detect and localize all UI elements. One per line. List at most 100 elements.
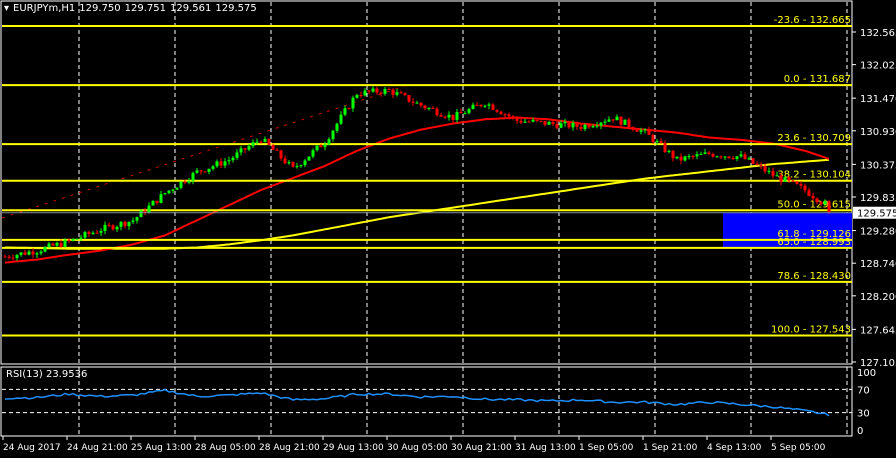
candle-body bbox=[367, 90, 371, 92]
candle-body bbox=[559, 123, 563, 128]
candle bbox=[283, 155, 287, 165]
fib-level-label: -23.6 - 132.665 bbox=[774, 15, 851, 26]
candle bbox=[215, 159, 219, 168]
candle-body bbox=[411, 101, 415, 103]
candle-body bbox=[235, 152, 239, 158]
candle bbox=[771, 167, 775, 179]
candle bbox=[543, 120, 547, 127]
candle bbox=[475, 102, 479, 106]
candle bbox=[631, 126, 635, 132]
candle bbox=[455, 108, 459, 123]
candle bbox=[119, 220, 123, 231]
time-tick-label: 5 Sep 05:00 bbox=[771, 443, 826, 453]
candle bbox=[599, 121, 603, 130]
fib-level-label: 0.0 - 131.687 bbox=[784, 74, 851, 85]
candle bbox=[803, 183, 807, 193]
candle-body bbox=[103, 224, 107, 232]
candle bbox=[595, 122, 599, 129]
candle bbox=[407, 94, 411, 103]
candle-body bbox=[623, 119, 627, 125]
candle bbox=[647, 126, 651, 135]
candle bbox=[659, 137, 663, 144]
candle bbox=[351, 95, 355, 112]
candle bbox=[75, 238, 79, 240]
dropdown-triangle-icon[interactable]: ▾ bbox=[4, 3, 10, 14]
candle bbox=[559, 120, 563, 129]
candle bbox=[3, 254, 7, 258]
candle-body bbox=[495, 109, 499, 112]
candle bbox=[531, 117, 535, 123]
candle bbox=[171, 188, 175, 194]
fib-level-label: 50.0 - 129.615 bbox=[777, 199, 851, 210]
candle-body bbox=[687, 156, 691, 158]
candle bbox=[243, 148, 247, 154]
candle-body bbox=[275, 149, 279, 151]
candle bbox=[391, 88, 395, 99]
candle-body bbox=[467, 109, 471, 114]
candle-body bbox=[299, 165, 303, 167]
candle bbox=[547, 120, 551, 125]
candle bbox=[79, 235, 83, 242]
rsi-tick-label: 100 bbox=[857, 368, 876, 379]
candle-body bbox=[219, 161, 223, 166]
candle-body bbox=[419, 102, 423, 106]
candle bbox=[127, 221, 131, 230]
price-tick-label: 130.375 bbox=[860, 160, 896, 171]
candle bbox=[183, 179, 187, 185]
candle bbox=[179, 181, 183, 190]
candle bbox=[607, 116, 611, 123]
time-tick-label: 28 Aug 05:00 bbox=[195, 443, 256, 453]
candle-body bbox=[639, 130, 643, 132]
candle-body bbox=[91, 232, 95, 234]
candle-body bbox=[627, 119, 631, 128]
candle bbox=[143, 208, 147, 216]
candle-body bbox=[735, 156, 739, 159]
candle-body bbox=[351, 97, 355, 109]
candle-body bbox=[27, 251, 31, 255]
time-tick-label: 31 Aug 13:00 bbox=[515, 443, 576, 453]
candle-body bbox=[327, 139, 331, 145]
fib-level-label: 61.8 - 129.126 bbox=[777, 229, 851, 240]
candle bbox=[131, 217, 135, 224]
candle bbox=[739, 150, 743, 158]
candle-body bbox=[7, 256, 11, 258]
candle-body bbox=[39, 251, 43, 254]
candle-body bbox=[755, 163, 759, 165]
candle-body bbox=[191, 172, 195, 181]
time-tick-label: 1 Sep 05:00 bbox=[579, 443, 634, 453]
candle-body bbox=[307, 156, 311, 161]
candle bbox=[279, 149, 283, 161]
candle-body bbox=[403, 93, 407, 96]
candle-body bbox=[311, 150, 315, 157]
candle-body bbox=[47, 243, 51, 247]
candle-body bbox=[535, 120, 539, 122]
candle bbox=[795, 180, 799, 185]
candle bbox=[35, 251, 39, 258]
candle bbox=[763, 163, 767, 174]
candle bbox=[167, 190, 171, 195]
candle bbox=[575, 121, 579, 130]
candle-body bbox=[459, 112, 463, 114]
candle-body bbox=[163, 193, 167, 195]
candle-body bbox=[575, 122, 579, 127]
candle-body bbox=[567, 121, 571, 128]
candle bbox=[479, 104, 483, 108]
candle-body bbox=[95, 232, 99, 234]
candle-body bbox=[239, 148, 243, 153]
candle bbox=[687, 154, 691, 160]
candle bbox=[483, 104, 487, 108]
candle bbox=[71, 238, 75, 242]
candle bbox=[11, 254, 15, 261]
candle bbox=[799, 181, 803, 189]
candle-body bbox=[651, 134, 655, 143]
candle bbox=[223, 158, 227, 169]
candle-body bbox=[207, 168, 211, 172]
candle-body bbox=[543, 120, 547, 125]
candle bbox=[315, 145, 319, 152]
time-tick-label: 24 Aug 2017 bbox=[3, 443, 61, 453]
candle-body bbox=[391, 89, 395, 95]
candle-body bbox=[707, 152, 711, 155]
candle-body bbox=[791, 180, 795, 182]
candle-body bbox=[483, 105, 487, 107]
